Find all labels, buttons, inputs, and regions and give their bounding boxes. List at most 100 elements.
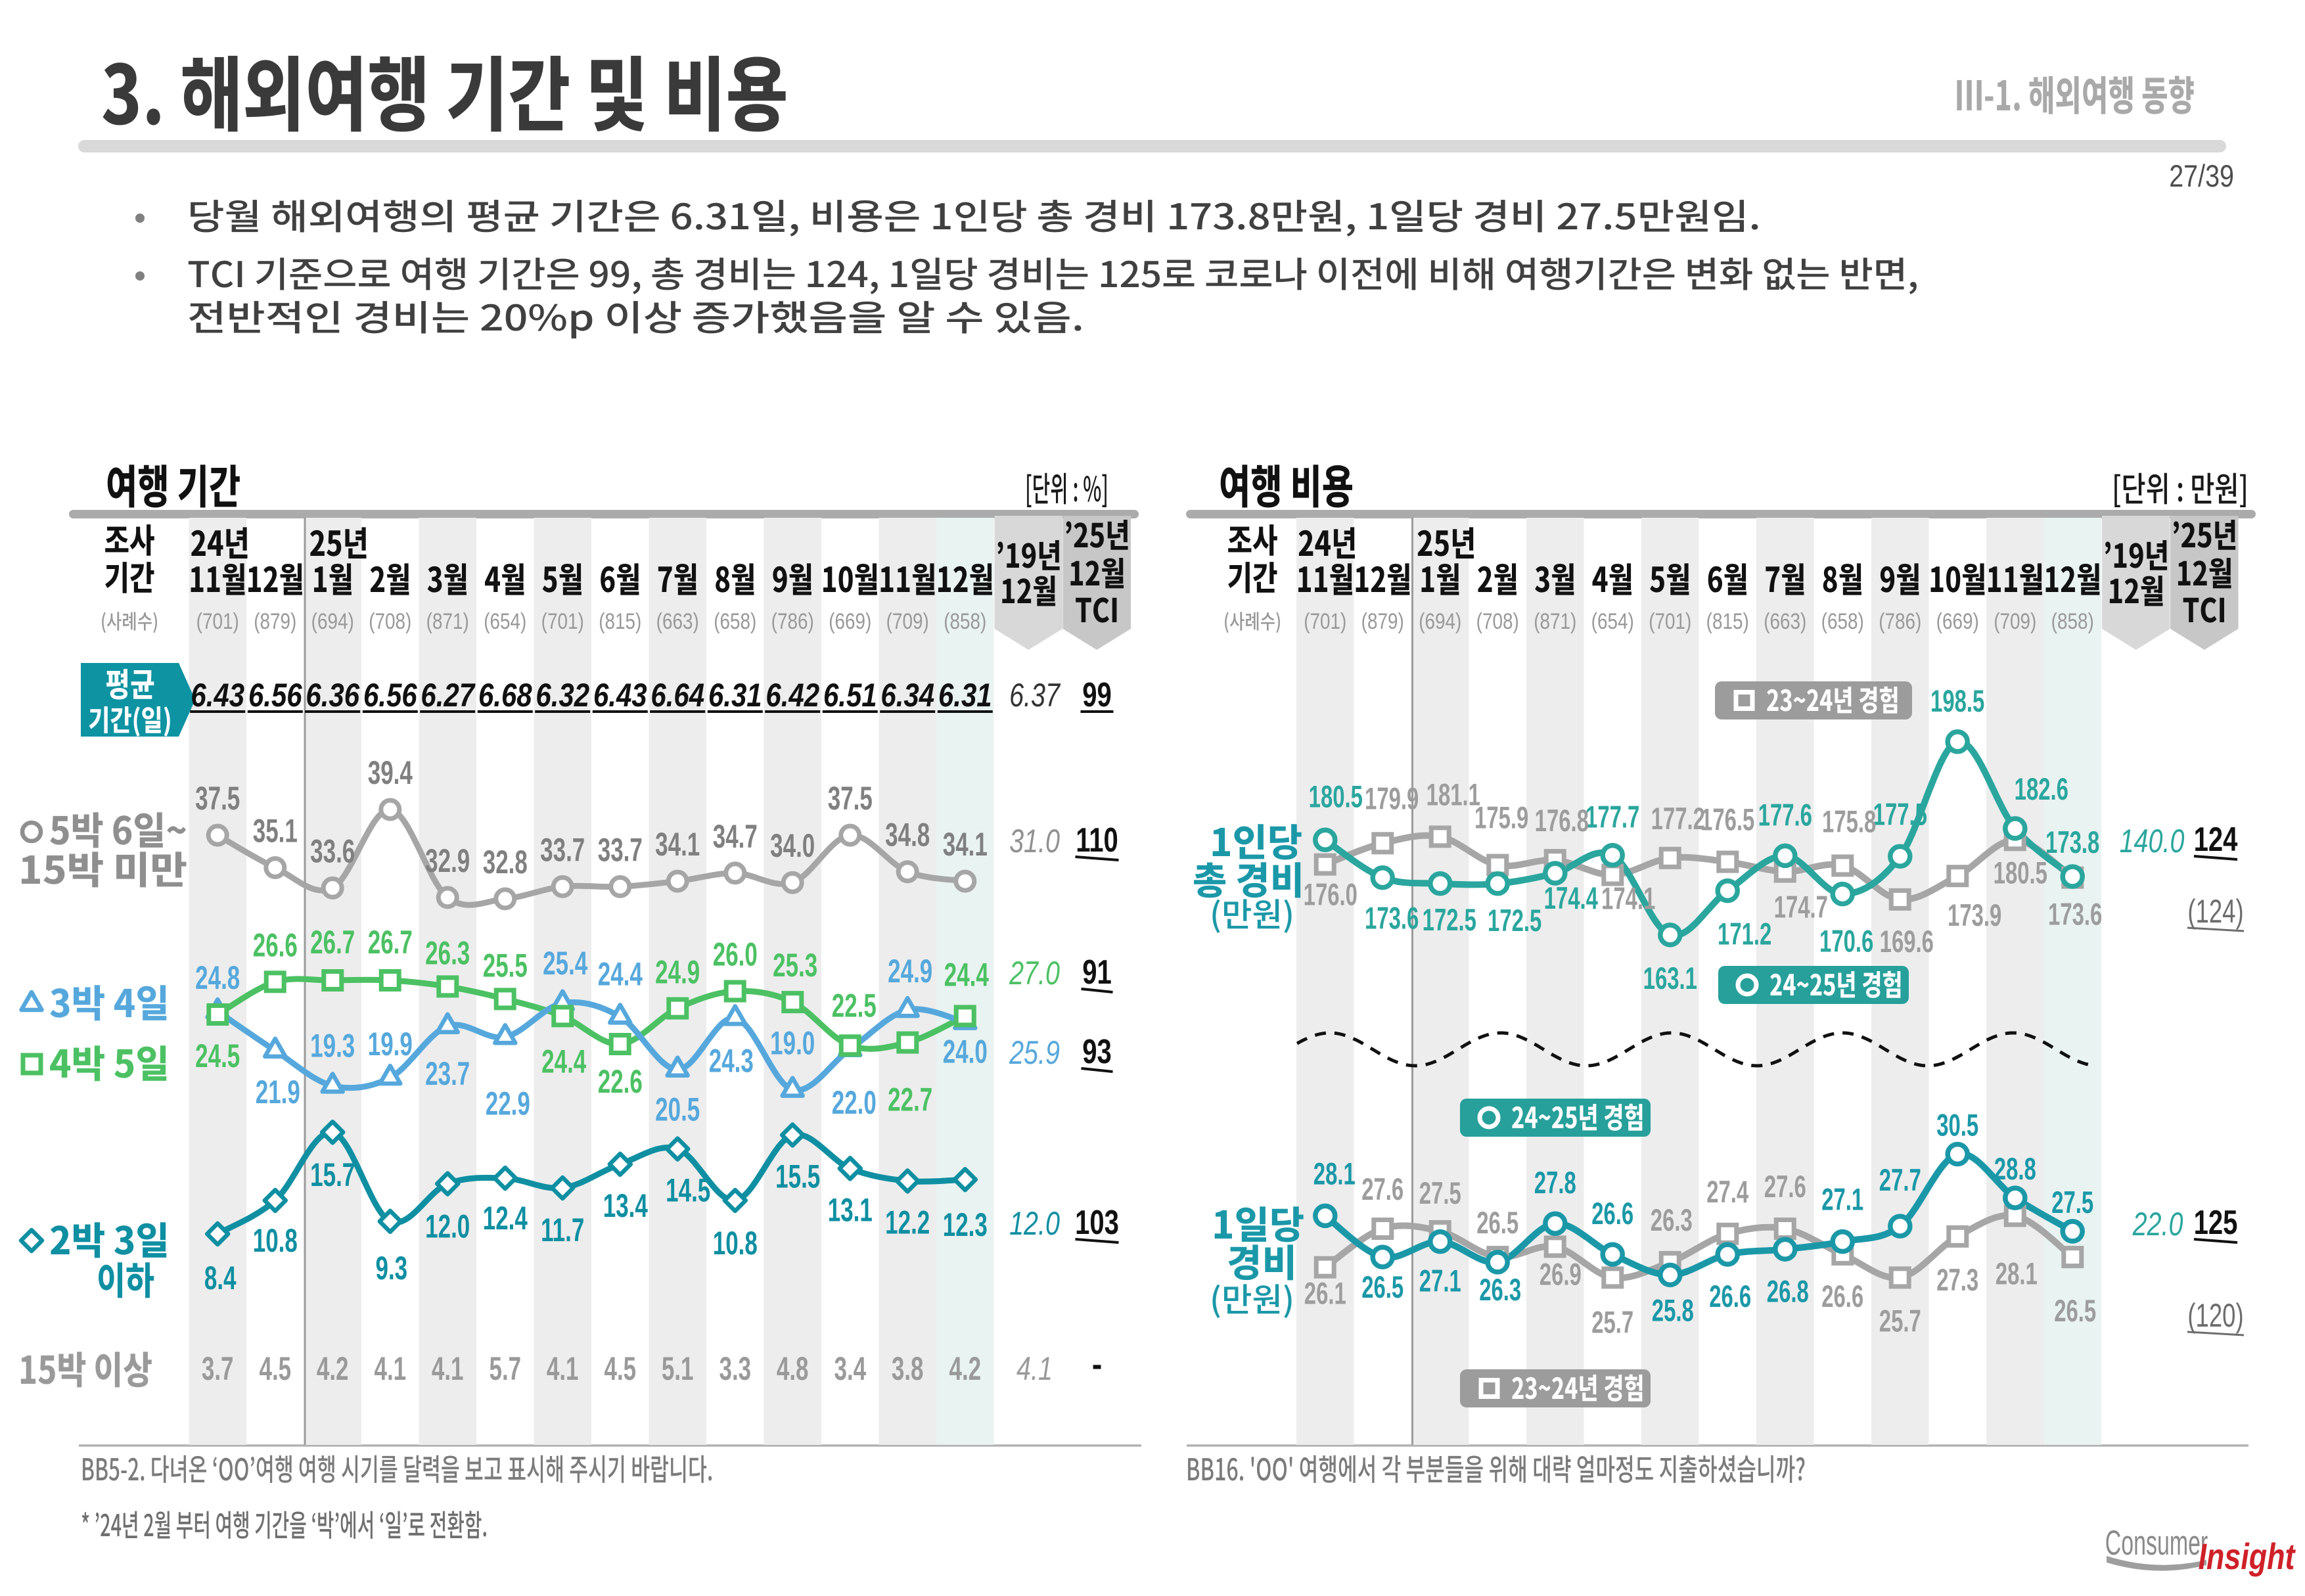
svg-text:31.0: 31.0 xyxy=(1009,823,1060,860)
svg-text:24.3: 24.3 xyxy=(709,1043,754,1080)
svg-text:125: 125 xyxy=(2194,1203,2238,1241)
svg-text:27.5: 27.5 xyxy=(2051,1185,2093,1220)
svg-text:27.6: 27.6 xyxy=(1764,1169,1806,1204)
svg-text:10.8: 10.8 xyxy=(253,1223,298,1260)
svg-text:6.51: 6.51 xyxy=(823,677,877,714)
svg-text:(669): (669) xyxy=(829,608,871,633)
svg-text:(658): (658) xyxy=(714,608,756,633)
svg-text:27.3: 27.3 xyxy=(1936,1262,1978,1297)
svg-text:25.7: 25.7 xyxy=(1591,1305,1633,1340)
svg-text:24.5: 24.5 xyxy=(195,1038,240,1075)
svg-text:27.5: 27.5 xyxy=(1419,1175,1461,1210)
svg-text:6.64: 6.64 xyxy=(650,677,704,714)
svg-text:(708): (708) xyxy=(1476,608,1519,633)
svg-text:124: 124 xyxy=(2194,820,2238,858)
svg-text:6.56: 6.56 xyxy=(363,677,417,714)
svg-text:21.9: 21.9 xyxy=(256,1074,300,1111)
svg-text:4.1: 4.1 xyxy=(374,1351,406,1388)
svg-text:15.7: 15.7 xyxy=(310,1157,355,1194)
svg-text:(120): (120) xyxy=(2187,1297,2243,1334)
svg-text:Consumer: Consumer xyxy=(2105,1524,2208,1562)
svg-text:173.6: 173.6 xyxy=(2048,897,2102,932)
svg-text:(694): (694) xyxy=(1419,608,1461,633)
svg-text:(663): (663) xyxy=(656,608,699,633)
svg-text:12.0: 12.0 xyxy=(425,1209,470,1246)
svg-text:34.1: 34.1 xyxy=(655,827,700,863)
svg-text:175.9: 175.9 xyxy=(1474,800,1528,835)
svg-text:170.6: 170.6 xyxy=(1819,924,1873,959)
svg-text:172.5: 172.5 xyxy=(1488,903,1541,938)
svg-text:12.2: 12.2 xyxy=(885,1204,930,1241)
svg-text:33.7: 33.7 xyxy=(598,832,643,869)
svg-text:6.27: 6.27 xyxy=(421,677,476,714)
svg-text:6.34: 6.34 xyxy=(880,677,934,714)
svg-text:12.4: 12.4 xyxy=(483,1200,528,1237)
svg-text:4.1: 4.1 xyxy=(1016,1350,1053,1388)
svg-text:4.1: 4.1 xyxy=(547,1351,579,1388)
svg-text:12.0: 12.0 xyxy=(1009,1205,1060,1243)
svg-text:174.4: 174.4 xyxy=(1544,880,1599,915)
svg-text:(871): (871) xyxy=(426,608,469,633)
svg-text:13.1: 13.1 xyxy=(828,1192,873,1229)
svg-text:12.3: 12.3 xyxy=(943,1207,988,1244)
svg-text:26.7: 26.7 xyxy=(310,924,355,961)
svg-text:25.7: 25.7 xyxy=(1879,1304,1921,1338)
svg-text:26.3: 26.3 xyxy=(1479,1272,1521,1307)
svg-text:24.8: 24.8 xyxy=(195,960,240,997)
svg-text:30.5: 30.5 xyxy=(1936,1108,1978,1143)
svg-text:(701): (701) xyxy=(1649,608,1691,633)
svg-text:23.7: 23.7 xyxy=(425,1056,470,1093)
svg-text:8.4: 8.4 xyxy=(204,1260,237,1297)
svg-text:34.7: 34.7 xyxy=(713,819,758,855)
svg-text:(815): (815) xyxy=(599,608,641,633)
svg-text:26.7: 26.7 xyxy=(368,924,413,961)
svg-text:4.5: 4.5 xyxy=(259,1351,291,1388)
svg-text:176.8: 176.8 xyxy=(1535,803,1589,838)
svg-text:(708): (708) xyxy=(369,608,411,633)
svg-text:27.1: 27.1 xyxy=(1419,1264,1461,1298)
svg-text:34.8: 34.8 xyxy=(885,817,930,854)
svg-text:110: 110 xyxy=(1076,821,1118,859)
svg-text:(701): (701) xyxy=(196,608,239,633)
svg-text:173.8: 173.8 xyxy=(2045,825,2099,859)
svg-text:(858): (858) xyxy=(944,608,986,633)
svg-text:22.0: 22.0 xyxy=(832,1085,877,1122)
svg-text:6.36: 6.36 xyxy=(306,677,359,714)
svg-text:27.0: 27.0 xyxy=(1009,955,1060,992)
svg-text:(124): (124) xyxy=(2187,893,2243,930)
svg-text:103: 103 xyxy=(1075,1203,1119,1241)
svg-text:10.8: 10.8 xyxy=(713,1225,758,1262)
svg-text:32.9: 32.9 xyxy=(425,843,470,880)
svg-text:181.1: 181.1 xyxy=(1426,777,1480,812)
svg-text:169.6: 169.6 xyxy=(1880,924,1934,959)
svg-text:(654): (654) xyxy=(484,608,526,633)
svg-text:27/39: 27/39 xyxy=(2169,160,2234,194)
svg-text:37.5: 37.5 xyxy=(195,781,240,817)
svg-text:34.1: 34.1 xyxy=(943,827,988,863)
svg-text:(654): (654) xyxy=(1591,608,1634,633)
svg-text:33.7: 33.7 xyxy=(540,832,585,869)
svg-text:26.3: 26.3 xyxy=(1651,1202,1693,1237)
svg-text:6.31: 6.31 xyxy=(938,677,992,714)
svg-text:26.5: 26.5 xyxy=(2054,1293,2096,1328)
svg-text:140.0: 140.0 xyxy=(2120,823,2185,860)
svg-text:6.42: 6.42 xyxy=(765,677,819,714)
svg-text:14.5: 14.5 xyxy=(666,1173,710,1210)
svg-text:4.1: 4.1 xyxy=(432,1351,464,1388)
svg-text:4.2: 4.2 xyxy=(317,1351,349,1388)
svg-text:13.4: 13.4 xyxy=(603,1188,648,1225)
svg-text:22.6: 22.6 xyxy=(598,1064,643,1101)
svg-text:24.4: 24.4 xyxy=(598,956,643,993)
svg-text:25.9: 25.9 xyxy=(1009,1034,1060,1072)
svg-text:4.2: 4.2 xyxy=(949,1351,981,1388)
svg-text:24.4: 24.4 xyxy=(541,1043,586,1080)
svg-text:174.1: 174.1 xyxy=(1601,881,1655,916)
svg-text:24.9: 24.9 xyxy=(888,953,932,990)
svg-text:39.4: 39.4 xyxy=(368,755,413,792)
svg-text:182.6: 182.6 xyxy=(2015,771,2068,806)
svg-text:28.8: 28.8 xyxy=(1994,1151,2036,1186)
svg-text:22.7: 22.7 xyxy=(888,1082,932,1119)
svg-text:198.5: 198.5 xyxy=(1930,683,1984,718)
svg-text:(669): (669) xyxy=(1936,608,1979,633)
svg-text:6.43: 6.43 xyxy=(191,677,244,714)
